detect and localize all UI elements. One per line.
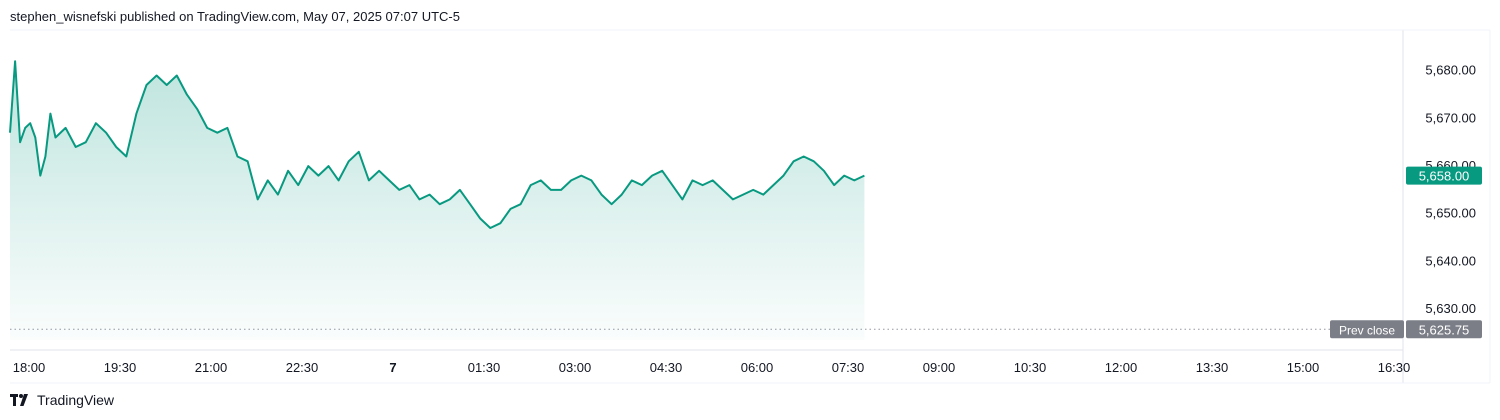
prev-close-tag-label: Prev close: [1339, 323, 1395, 337]
x-tick-label: 09:00: [923, 360, 956, 375]
price-area-fill: [10, 61, 865, 340]
x-tick-label: 06:00: [741, 360, 774, 375]
price-line[interactable]: [9, 60, 865, 229]
x-tick-label: 04:30: [650, 360, 683, 375]
last-price-label: 5,658.00: [1419, 169, 1470, 184]
x-tick-label: 03:00: [559, 360, 592, 375]
x-tick-label: 07:30: [832, 360, 865, 375]
tradingview-logo-icon: [10, 393, 32, 407]
y-tick-label: 5,650.00: [1425, 206, 1476, 221]
x-tick-label: 13:30: [1196, 360, 1229, 375]
x-tick-label: 10:30: [1014, 360, 1047, 375]
x-tick-label: 19:30: [104, 360, 137, 375]
x-tick-label: 21:00: [195, 360, 228, 375]
tradingview-brand: TradingView: [37, 392, 115, 408]
x-tick-label: 01:30: [468, 360, 501, 375]
y-tick-label: 5,640.00: [1425, 253, 1476, 268]
x-tick-label: 7: [389, 360, 396, 375]
x-tick-label: 15:00: [1287, 360, 1320, 375]
x-tick-label: 22:30: [286, 360, 319, 375]
x-tick-label: 18:00: [13, 360, 46, 375]
y-tick-label: 5,680.00: [1425, 63, 1476, 78]
prev-close-badge: [1406, 320, 1482, 339]
publish-header: stephen_wisnefski published on TradingVi…: [10, 9, 460, 24]
prev-close-tag: [1330, 320, 1404, 339]
tradingview-footer[interactable]: TradingView: [10, 392, 114, 408]
y-tick-label: 5,630.00: [1425, 301, 1476, 316]
last-price-badge: [1406, 166, 1482, 185]
prev-close-value: 5,625.75: [1419, 322, 1470, 337]
y-tick-label: 5,670.00: [1425, 110, 1476, 125]
x-tick-label: 16:30: [1378, 360, 1411, 375]
x-tick-label: 12:00: [1105, 360, 1138, 375]
